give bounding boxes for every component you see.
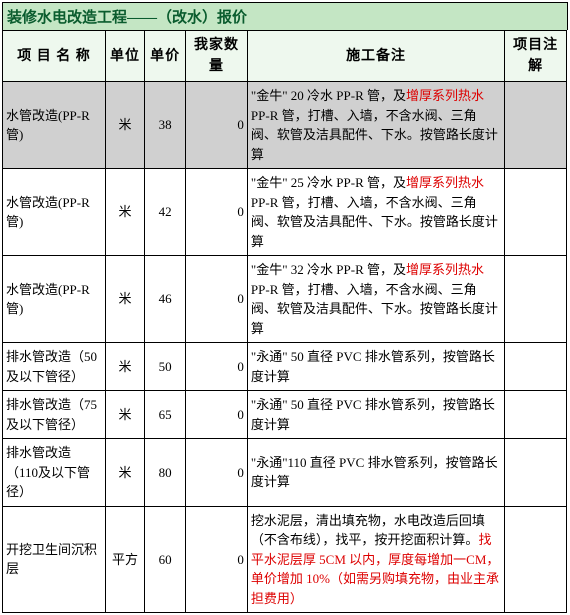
col-header-note: 项目注解	[505, 31, 567, 82]
cell-unit: 平方	[105, 506, 144, 613]
cell-remark: "金牛" 32 冷水 PP-R 管，及增厚系列热水 PP-R 管，打槽、入墙，不…	[247, 256, 504, 343]
table-row: 水管改造(PP-R管)米380"金牛" 20 冷水 PP-R 管，及增厚系列热水…	[3, 82, 567, 169]
cell-qty: 0	[186, 169, 248, 256]
col-header-unit: 单位	[105, 31, 144, 82]
table-header-row: 项 目 名 称 单位 单价 我家数量 施工备注 项目注解	[3, 31, 567, 82]
remark-text: "金牛" 20 冷水 PP-R 管，及	[251, 88, 406, 103]
remark-text: "永通"110 直径 PVC 排水管系列，按管路长度计算	[251, 455, 498, 490]
cell-unit: 米	[105, 169, 144, 256]
cell-price: 60	[145, 506, 186, 613]
cell-name: 排水管改造（50及以下管径）	[3, 343, 106, 391]
cell-note	[505, 506, 567, 613]
remark-highlight: 增厚系列热水	[406, 88, 484, 103]
col-header-price: 单价	[145, 31, 186, 82]
cell-name: 开挖卫生间沉积层	[3, 506, 106, 613]
cell-remark: "永通" 50 直径 PVC 排水管系列，按管路长度计算	[247, 343, 504, 391]
page-title: 装修水电改造工程——（改水）报价	[2, 2, 568, 30]
cell-remark: 挖水泥层，清出填充物，水电改造后回填（不含布线），找平，按开挖面积计算。找平水泥…	[247, 506, 504, 613]
cell-price: 80	[145, 439, 186, 507]
table-row: 开挖卫生间沉积层平方600挖水泥层，清出填充物，水电改造后回填（不含布线），找平…	[3, 506, 567, 613]
cell-name: 水管改造(PP-R管)	[3, 82, 106, 169]
cell-price: 65	[145, 391, 186, 439]
cell-name: 水管改造(PP-R管)	[3, 169, 106, 256]
table-row: 排水管改造（75及以下管径）米650"永通" 50 直径 PVC 排水管系列，按…	[3, 391, 567, 439]
cell-price: 50	[145, 343, 186, 391]
cell-price: 42	[145, 169, 186, 256]
cell-remark: "金牛" 25 冷水 PP-R 管，及增厚系列热水 PP-R 管，打槽、入墙，不…	[247, 169, 504, 256]
remark-text: "永通" 50 直径 PVC 排水管系列，按管路长度计算	[251, 397, 495, 432]
cell-name: 排水管改造（110及以下管径）	[3, 439, 106, 507]
remark-text: PP-R 管，打槽、入墙，不含水阀、三角阀、软管及洁具配件、下水。按管路长度计算	[251, 282, 498, 336]
col-header-name: 项 目 名 称	[3, 31, 106, 82]
cell-unit: 米	[105, 391, 144, 439]
table-row: 排水管改造（50及以下管径）米500"永通" 50 直径 PVC 排水管系列，按…	[3, 343, 567, 391]
cell-note	[505, 343, 567, 391]
table-row: 水管改造(PP-R管)米460"金牛" 32 冷水 PP-R 管，及增厚系列热水…	[3, 256, 567, 343]
cell-remark: "金牛" 20 冷水 PP-R 管，及增厚系列热水 PP-R 管，打槽、入墙，不…	[247, 82, 504, 169]
cell-qty: 0	[186, 256, 248, 343]
cell-name: 排水管改造（75及以下管径）	[3, 391, 106, 439]
cell-unit: 米	[105, 343, 144, 391]
col-header-qty: 我家数量	[186, 31, 248, 82]
remark-text: PP-R 管，打槽、入墙，不含水阀、三角阀、软管及洁具配件、下水。按管路长度计算	[251, 195, 498, 249]
cell-price: 46	[145, 256, 186, 343]
remark-text: "金牛" 32 冷水 PP-R 管，及	[251, 262, 406, 277]
remark-highlight: 增厚系列热水	[406, 175, 484, 190]
cell-qty: 0	[186, 506, 248, 613]
cell-note	[505, 82, 567, 169]
cell-name: 水管改造(PP-R管)	[3, 256, 106, 343]
cell-qty: 0	[186, 82, 248, 169]
cell-note	[505, 256, 567, 343]
cell-remark: "永通"110 直径 PVC 排水管系列，按管路长度计算	[247, 439, 504, 507]
cell-unit: 米	[105, 256, 144, 343]
cell-qty: 0	[186, 343, 248, 391]
table-row: 排水管改造（110及以下管径）米800"永通"110 直径 PVC 排水管系列，…	[3, 439, 567, 507]
cell-note	[505, 391, 567, 439]
cell-unit: 米	[105, 439, 144, 507]
remark-highlight: 增厚系列热水	[406, 262, 484, 277]
cell-unit: 米	[105, 82, 144, 169]
cell-qty: 0	[186, 391, 248, 439]
remark-text: "永通" 50 直径 PVC 排水管系列，按管路长度计算	[251, 349, 495, 384]
cell-qty: 0	[186, 439, 248, 507]
cell-remark: "永通" 50 直径 PVC 排水管系列，按管路长度计算	[247, 391, 504, 439]
cell-price: 38	[145, 82, 186, 169]
col-header-remark: 施工备注	[247, 31, 504, 82]
table-row: 水管改造(PP-R管)米420"金牛" 25 冷水 PP-R 管，及增厚系列热水…	[3, 169, 567, 256]
cell-note	[505, 439, 567, 507]
remark-text: "金牛" 25 冷水 PP-R 管，及	[251, 175, 406, 190]
remark-text: 挖水泥层，清出填充物，水电改造后回填（不含布线），找平，按开挖面积计算。	[251, 513, 485, 548]
remark-text: PP-R 管，打槽、入墙，不含水阀、三角阀、软管及洁具配件、下水。按管路长度计算	[251, 108, 498, 162]
quotation-table: 项 目 名 称 单位 单价 我家数量 施工备注 项目注解 水管改造(PP-R管)…	[2, 30, 567, 613]
cell-note	[505, 169, 567, 256]
